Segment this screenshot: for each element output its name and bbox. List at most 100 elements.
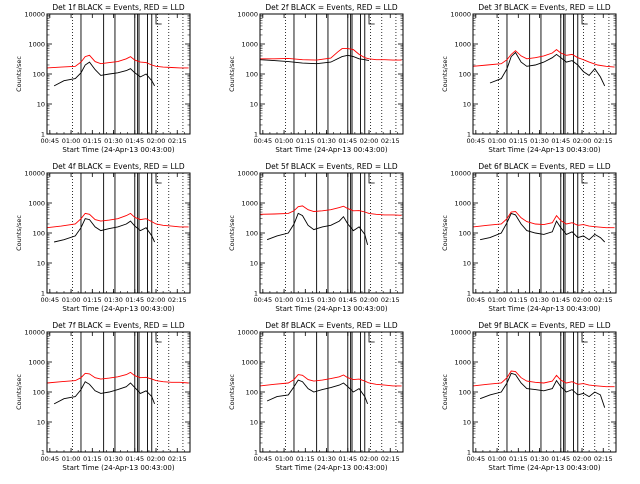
y-tick-label: 100 [246, 71, 258, 79]
x-tick-label: 00:45 [466, 137, 485, 145]
y-tick-label: 10000 [237, 11, 258, 19]
x-tick-label: 00:45 [253, 137, 272, 145]
y-axis-label: Counts/sec [15, 215, 23, 251]
x-tick-label: 01:45 [125, 455, 144, 463]
events-series-line [489, 51, 606, 87]
y-tick-label: 100 [33, 71, 45, 79]
x-tick-label: 02:15 [168, 455, 187, 463]
lld-series-line [259, 205, 402, 216]
y-axis-label: Counts/sec [441, 56, 449, 92]
x-tick-label: 00:45 [40, 137, 59, 145]
x-tick-label: 02:00 [147, 137, 166, 145]
x-tick-label: 01:00 [275, 455, 294, 463]
y-tick-label: 1000 [28, 359, 45, 367]
lld-series-line [260, 48, 402, 61]
detector-panel-7: Det 7f BLACK = Events, RED = LLD 00:45 01:… [15, 321, 191, 472]
x-tick-label: 01:30 [104, 296, 123, 304]
gap-marker [581, 332, 588, 343]
x-tick-label: 02:00 [360, 296, 379, 304]
x-tick-label: 00:45 [466, 296, 485, 304]
plot-frame [472, 172, 617, 294]
plot-frame [259, 13, 404, 135]
x-tick-label: 01:00 [488, 455, 507, 463]
y-tick-label: 1000 [28, 41, 45, 49]
lld-series-line [46, 212, 189, 229]
x-axis-label: Start Time (24-Apr-13 00:43:00) [488, 464, 600, 472]
x-tick-label: 01:15 [83, 296, 102, 304]
lld-series-line [472, 211, 615, 229]
y-tick-label: 100 [246, 389, 258, 397]
gap-marker [155, 14, 162, 25]
plot-frame [46, 13, 191, 135]
y-tick-label: 10 [463, 260, 471, 268]
events-series-line [266, 379, 369, 405]
y-tick-label: 100 [246, 230, 258, 238]
y-tick-label: 10000 [24, 170, 45, 178]
gap-marker [581, 14, 588, 25]
x-tick-label: 01:30 [530, 296, 549, 304]
x-tick-label: 01:45 [338, 296, 357, 304]
x-tick-label: 02:00 [360, 137, 379, 145]
y-tick-label: 10 [37, 101, 45, 109]
panel-title: Det 3f BLACK = Events, RED = LLD [478, 3, 611, 12]
x-tick-label: 01:15 [296, 137, 315, 145]
events-series-line [53, 61, 155, 87]
x-axis-label: Start Time (24-Apr-13 00:43:00) [62, 464, 174, 472]
x-tick-label: 01:15 [83, 137, 102, 145]
x-tick-label: 01:45 [551, 455, 570, 463]
plot-frame [46, 172, 191, 294]
x-tick-label: 01:15 [83, 455, 102, 463]
x-tick-label: 00:45 [253, 455, 272, 463]
y-tick-label: 100 [33, 389, 45, 397]
gap-marker [155, 332, 162, 343]
y-tick-label: 1000 [454, 359, 471, 367]
gap-marker [368, 14, 375, 25]
x-tick-label: 01:15 [296, 455, 315, 463]
y-tick-label: 100 [459, 389, 471, 397]
plot-frame [259, 331, 404, 453]
lld-series-line [46, 371, 189, 384]
events-series-line [480, 212, 606, 243]
plot-frame [259, 172, 404, 294]
x-tick-label: 02:15 [381, 296, 400, 304]
x-tick-label: 01:45 [338, 137, 357, 145]
y-tick-label: 10000 [24, 11, 45, 19]
y-axis-label: Counts/sec [15, 374, 23, 410]
y-tick-label: 10000 [450, 329, 471, 337]
y-tick-label: 10000 [24, 329, 45, 337]
x-axis-label: Start Time (24-Apr-13 00:43:00) [275, 146, 387, 154]
y-tick-label: 10000 [450, 11, 471, 19]
y-tick-label: 100 [459, 230, 471, 238]
y-tick-label: 1 [254, 290, 258, 298]
y-axis-label: Counts/sec [441, 374, 449, 410]
y-tick-label: 10000 [450, 170, 471, 178]
x-tick-label: 01:00 [62, 137, 81, 145]
x-tick-label: 00:45 [40, 455, 59, 463]
x-tick-label: 02:00 [147, 296, 166, 304]
y-tick-label: 10 [250, 101, 258, 109]
x-axis-label: Start Time (24-Apr-13 00:43:00) [62, 305, 174, 313]
lld-series-line [472, 370, 615, 388]
x-tick-label: 00:45 [466, 455, 485, 463]
panel-title: Det 7f BLACK = Events, RED = LLD [52, 321, 185, 330]
y-axis-label: Counts/sec [15, 56, 23, 92]
x-tick-label: 02:15 [168, 296, 187, 304]
gap-marker [155, 173, 162, 184]
x-tick-label: 01:45 [551, 296, 570, 304]
x-axis-label: Start Time (24-Apr-13 00:43:00) [62, 146, 174, 154]
x-tick-label: 02:00 [573, 137, 592, 145]
x-tick-label: 02:15 [594, 296, 613, 304]
x-tick-label: 01:00 [488, 296, 507, 304]
x-tick-label: 01:45 [125, 137, 144, 145]
y-tick-label: 100 [33, 230, 45, 238]
x-tick-label: 02:15 [381, 455, 400, 463]
y-axis-label: Counts/sec [228, 215, 236, 251]
y-tick-label: 1000 [241, 359, 258, 367]
y-tick-label: 10 [37, 260, 45, 268]
gap-marker [581, 173, 588, 184]
